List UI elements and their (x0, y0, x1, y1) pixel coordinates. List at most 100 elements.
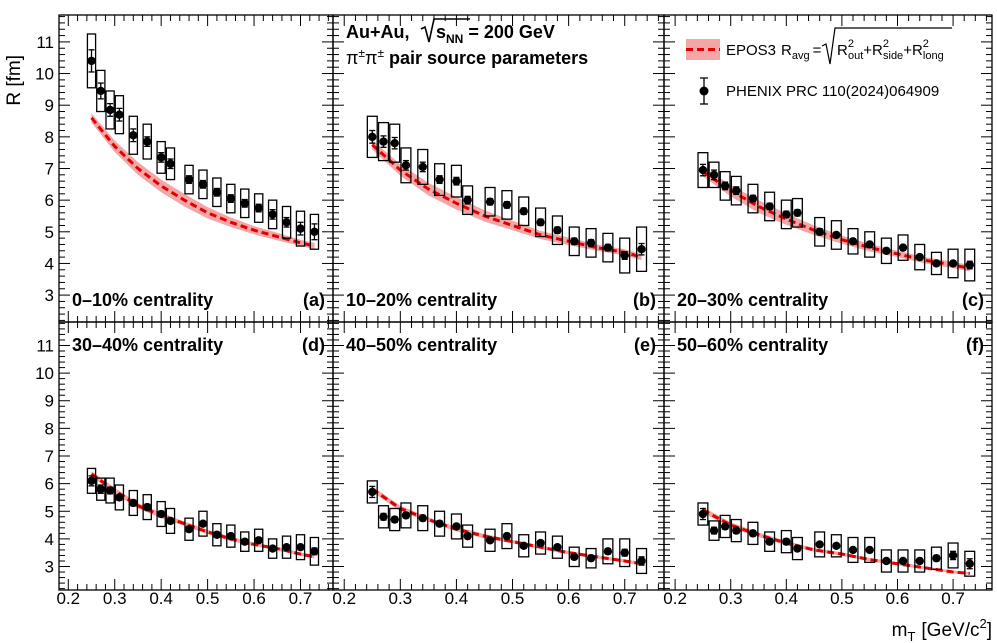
data-point (637, 556, 646, 566)
data-point (282, 218, 291, 227)
data-point (129, 131, 138, 140)
data-point (782, 210, 791, 219)
data-point (254, 536, 263, 545)
x-axis-title-unit-sup: 2 (979, 616, 986, 631)
data-point (965, 559, 974, 568)
epos-line (90, 472, 315, 559)
sys-box (484, 186, 496, 217)
sys-box (366, 480, 378, 504)
sys-box (434, 163, 446, 197)
data-point (143, 502, 152, 512)
data-point (485, 536, 495, 545)
sys-box (534, 531, 547, 555)
data-point (748, 529, 758, 538)
x-tick-label: 0.2 (332, 589, 356, 608)
sys-box (747, 183, 759, 214)
data-point (832, 541, 841, 550)
data-point (502, 200, 512, 210)
centrality-label: 20–30% centrality (677, 290, 828, 310)
x-axis-title-m: m (892, 620, 908, 641)
sys-box (400, 147, 412, 184)
epos-band (702, 166, 970, 272)
data-point (709, 170, 719, 180)
sys-box (635, 226, 648, 273)
legend-plus1: + (863, 42, 872, 59)
legend-term2-sub: side (883, 50, 903, 62)
sys-box (947, 248, 959, 279)
epos-line (702, 170, 971, 270)
epos-band (702, 507, 970, 575)
panel-d: 3 4 5 6 7 8 9 10 11 0.2 0.3 0.4 0.5 0.6 0.7 30–40% cent… (35, 321, 334, 608)
data-point (87, 476, 96, 486)
x-tick-label: 0.2 (663, 589, 687, 608)
y-tick-label: 11 (36, 336, 54, 355)
data-point (932, 259, 941, 268)
sys-box (897, 549, 909, 573)
x-tick-label: 0.6 (242, 589, 266, 608)
x-tick-label: 0.7 (289, 589, 313, 608)
y-tick-label: 4 (45, 254, 54, 273)
header-pi1-sup: ± (358, 46, 365, 60)
data-point (96, 86, 105, 96)
panel-frame (58, 321, 334, 591)
data-point (586, 554, 596, 563)
data-point (793, 544, 802, 553)
data-point (452, 522, 461, 531)
sys-box (791, 536, 803, 561)
y-tick-label: 5 (45, 223, 54, 242)
sys-box (602, 538, 614, 565)
y-tick-label: 5 (45, 502, 54, 521)
y-tick-label: 9 (45, 392, 54, 411)
sys-box (697, 152, 709, 189)
legend-term2: R (872, 42, 883, 59)
x-tick-label: 0.3 (389, 589, 413, 608)
data-point (793, 208, 802, 218)
data-point (401, 161, 411, 170)
header-energy: sNN = 200 GeV (436, 22, 555, 46)
data-point (87, 56, 96, 66)
data-point (603, 243, 613, 252)
centrality-label: 40–50% centrality (346, 335, 497, 355)
panel-e: 0.2 0.3 0.4 0.5 0.6 0.7 40–50% centrality (e) (332, 321, 665, 608)
y-tick-label: 11 (36, 33, 54, 52)
panel-a: 3 4 5 6 7 8 9 10 11 0–10% centrality (a) (35, 14, 334, 323)
header-pi1: π (346, 48, 358, 68)
data-point (240, 199, 249, 208)
legend-term1-sup: 2 (848, 38, 854, 50)
data-point (296, 224, 305, 233)
legend-term1: R (837, 42, 848, 59)
data-point (709, 526, 719, 535)
data-point (390, 138, 399, 148)
y-tick-label: 3 (45, 286, 54, 305)
sys-box (417, 148, 429, 185)
data-point (379, 137, 388, 146)
data-point (390, 515, 399, 524)
header-pi2-sup: ± (377, 46, 384, 60)
legend-epos-label: EPOS3 (726, 42, 776, 59)
data-point (212, 188, 222, 197)
legend-equals: = (813, 42, 822, 59)
sys-box (484, 528, 496, 552)
sys-box (619, 237, 631, 274)
sys-box (551, 215, 563, 246)
sys-box (585, 547, 597, 569)
y-tick-label: 8 (45, 419, 54, 438)
data-point (435, 175, 444, 184)
data-point (882, 556, 891, 566)
data-point (848, 545, 858, 555)
data-point (720, 181, 730, 191)
sys-box (366, 115, 378, 159)
panel-letter: (a) (303, 290, 325, 310)
sys-box (568, 546, 580, 568)
legend-epos-text: EPOS3 Ravg = (726, 42, 822, 62)
legend-term2-sup: 2 (883, 38, 889, 50)
x-axis-title: mT [GeV/c2] (892, 616, 992, 643)
data-point (166, 159, 175, 168)
data-point (815, 540, 824, 549)
centrality-label: 30–40% centrality (72, 335, 223, 355)
data-point (948, 551, 958, 560)
data-point (452, 176, 461, 186)
data-point (765, 202, 774, 211)
sys-box (602, 232, 614, 263)
